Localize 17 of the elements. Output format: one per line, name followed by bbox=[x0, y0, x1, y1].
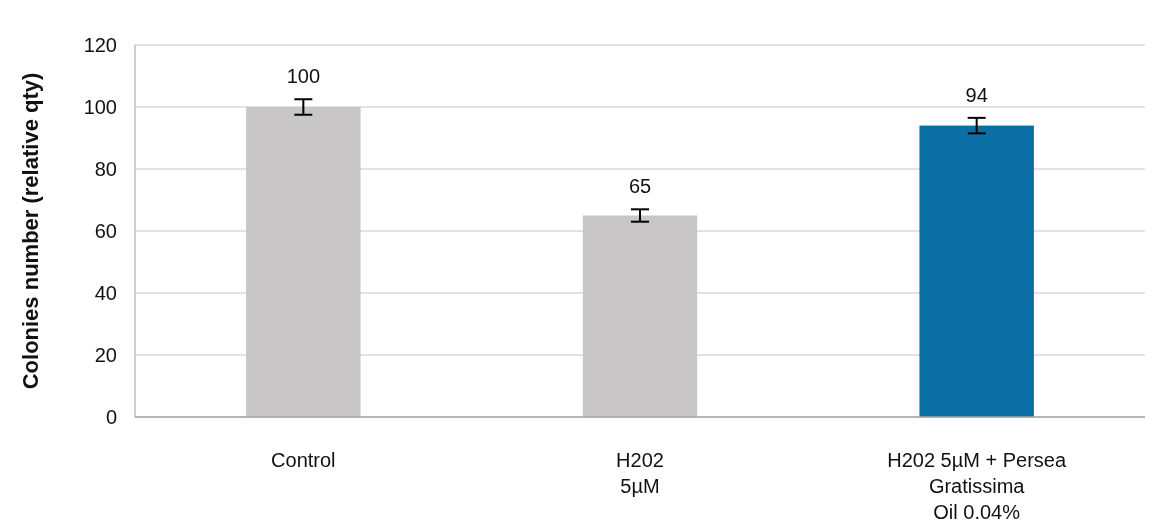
y-tick-label: 20 bbox=[94, 344, 117, 366]
y-tick-label: 0 bbox=[105, 406, 117, 428]
y-tick-label: 100 bbox=[83, 96, 117, 118]
bar bbox=[582, 215, 698, 417]
y-tick-label: 120 bbox=[83, 34, 117, 56]
data-label: 100 bbox=[286, 65, 321, 88]
bar bbox=[246, 107, 361, 417]
x-tick-label: Control bbox=[271, 449, 336, 471]
y-tick-label: 80 bbox=[94, 158, 117, 180]
x-tick-label: H202 5µM bbox=[616, 449, 664, 497]
data-label: 94 bbox=[965, 83, 988, 106]
y-axis-title: Colonies number (relative qty) bbox=[18, 72, 43, 390]
bar bbox=[919, 125, 1034, 417]
data-label: 65 bbox=[628, 175, 652, 198]
y-tick-label: 60 bbox=[94, 220, 117, 242]
y-tick-label: 40 bbox=[94, 282, 117, 304]
x-tick-label: H202 5µM + Persea Gratissima Oil 0.04% bbox=[887, 449, 1067, 523]
